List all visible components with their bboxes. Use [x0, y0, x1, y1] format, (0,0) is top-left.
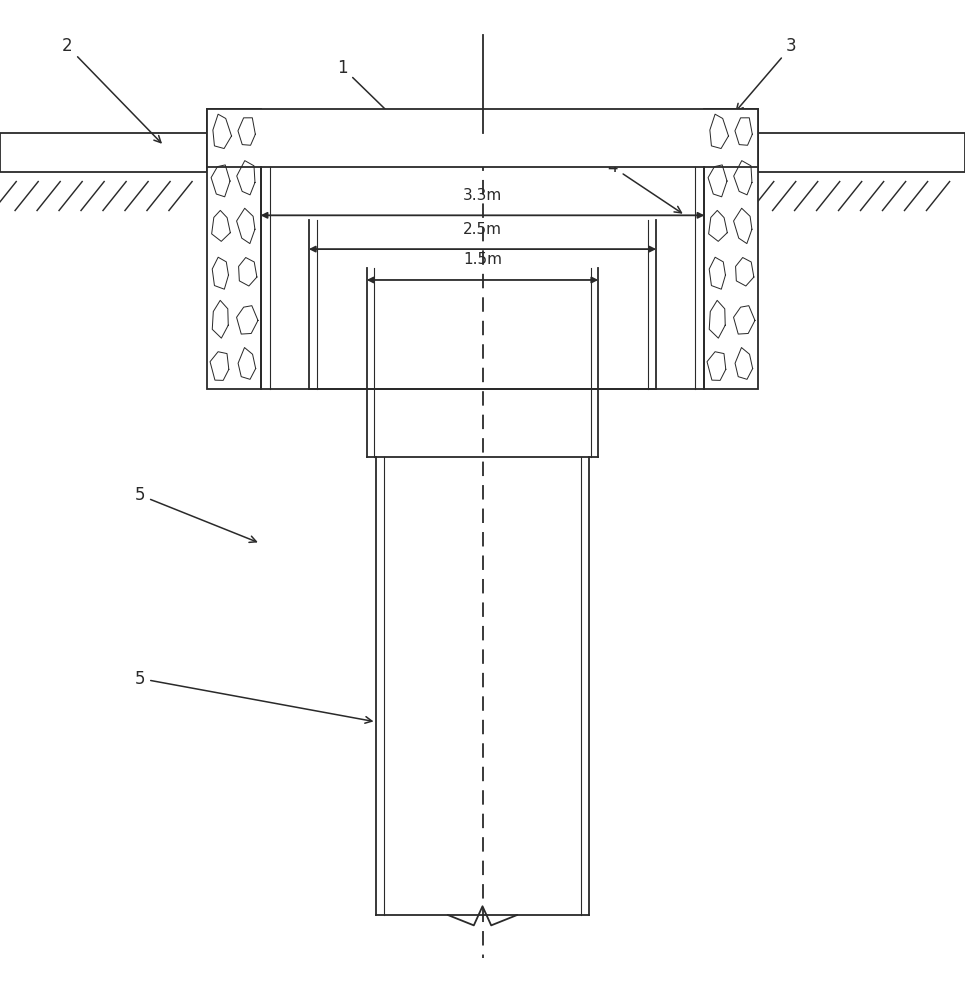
Text: 4: 4	[608, 158, 681, 213]
Text: 3.3m: 3.3m	[463, 188, 502, 203]
Text: 1.5m: 1.5m	[463, 252, 502, 267]
Text: 5: 5	[135, 670, 372, 723]
Text: 2.5m: 2.5m	[463, 222, 502, 237]
Text: 2: 2	[62, 37, 161, 143]
Bar	[758, 133, 965, 172]
Text: 5: 5	[135, 486, 257, 542]
Bar	[207, 109, 261, 389]
Bar	[207, 109, 758, 167]
Bar	[0, 133, 207, 172]
Text: 3: 3	[736, 37, 797, 111]
Text: 1: 1	[337, 59, 412, 135]
Bar	[704, 109, 758, 389]
